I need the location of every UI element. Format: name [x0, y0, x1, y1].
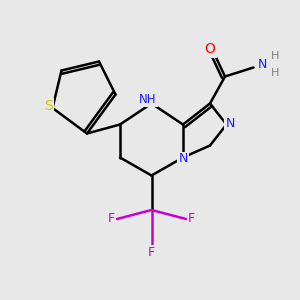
Text: F: F [188, 212, 195, 226]
Text: F: F [148, 246, 155, 260]
Text: N: N [178, 152, 188, 166]
Text: N: N [225, 116, 235, 130]
Text: O: O [205, 43, 215, 56]
Text: S: S [44, 100, 53, 113]
Text: H: H [271, 68, 279, 78]
Text: H: H [271, 51, 279, 61]
Text: N: N [258, 58, 267, 71]
Text: F: F [108, 212, 115, 226]
Text: NH: NH [139, 93, 157, 106]
